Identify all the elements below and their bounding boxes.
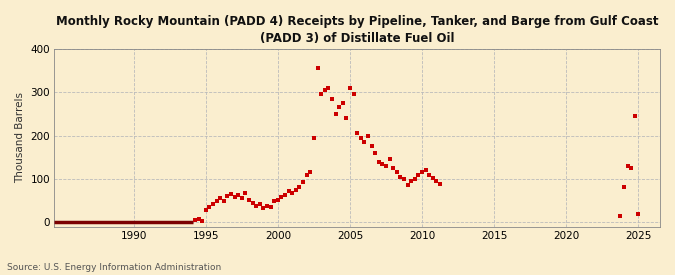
Point (298, 180, 308, 185)
Point (233, 193, 244, 198)
Point (211, 198, 222, 203)
Point (279, 193, 290, 198)
Point (236, 196, 247, 201)
Point (344, 86, 355, 90)
Point (413, 172, 424, 177)
Point (392, 170, 402, 175)
Point (626, 166, 637, 170)
Point (431, 179, 442, 183)
Point (251, 204, 262, 208)
Point (301, 173, 312, 178)
Point (269, 199, 279, 204)
Point (265, 205, 276, 209)
Point (348, 92, 359, 97)
Point (294, 185, 305, 189)
Point (196, 219, 207, 223)
Point (384, 157, 395, 162)
Point (240, 191, 251, 195)
Point (338, 101, 348, 105)
Title: Monthly Rocky Mountain (PADD 4) Receipts by Pipeline, Tanker, and Barge from Gul: Monthly Rocky Mountain (PADD 4) Receipts… (56, 15, 658, 45)
Point (377, 161, 388, 166)
Point (424, 173, 435, 178)
Point (622, 164, 633, 168)
Point (615, 214, 626, 218)
Point (359, 140, 370, 144)
Point (219, 199, 230, 204)
Point (208, 202, 219, 206)
Point (200, 208, 211, 212)
Point (362, 133, 373, 138)
Point (290, 188, 301, 192)
Point (330, 112, 341, 116)
Y-axis label: Thousand Barrels: Thousand Barrels (15, 92, 25, 183)
Point (244, 197, 254, 202)
Point (416, 170, 427, 175)
Point (629, 114, 640, 118)
Point (308, 136, 319, 140)
Point (230, 195, 240, 199)
Point (367, 144, 377, 148)
Point (258, 206, 269, 211)
Point (410, 177, 421, 181)
Point (323, 86, 333, 90)
Point (327, 97, 338, 101)
Point (287, 191, 298, 195)
Point (190, 218, 200, 222)
Point (402, 183, 413, 188)
Point (305, 170, 316, 175)
Point (421, 168, 431, 172)
Point (427, 176, 438, 180)
Point (373, 160, 384, 164)
Point (618, 185, 629, 189)
Point (312, 66, 323, 71)
Point (399, 177, 410, 181)
Point (284, 189, 294, 193)
Point (370, 151, 381, 155)
Point (352, 131, 362, 136)
Point (319, 88, 330, 92)
Point (193, 217, 204, 221)
Point (381, 164, 392, 168)
Point (215, 196, 225, 201)
Point (254, 202, 265, 206)
Point (316, 92, 327, 97)
Point (355, 136, 366, 140)
Point (262, 204, 273, 208)
Point (388, 166, 399, 170)
Point (333, 105, 344, 110)
Point (395, 175, 406, 179)
Point (204, 205, 215, 209)
Point (222, 194, 233, 199)
Point (341, 116, 352, 120)
Point (247, 200, 258, 205)
Point (273, 197, 284, 202)
Point (406, 179, 416, 183)
Text: Source: U.S. Energy Information Administration: Source: U.S. Energy Information Administ… (7, 263, 221, 272)
Point (276, 195, 287, 199)
Point (435, 182, 446, 186)
Point (633, 212, 644, 217)
Point (225, 192, 236, 196)
